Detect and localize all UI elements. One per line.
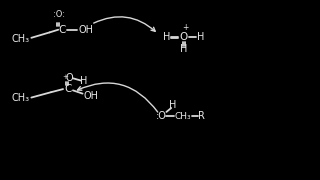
Text: +: + <box>63 73 68 80</box>
FancyArrowPatch shape <box>77 83 158 112</box>
Text: OH: OH <box>84 91 99 101</box>
Text: +: + <box>182 23 189 32</box>
Text: H: H <box>80 76 88 86</box>
FancyArrowPatch shape <box>94 17 155 31</box>
Text: O: O <box>66 73 74 83</box>
Text: H: H <box>163 32 170 42</box>
Text: H: H <box>180 44 187 55</box>
Text: O: O <box>179 32 188 42</box>
Text: CH₃: CH₃ <box>12 34 30 44</box>
Text: H: H <box>197 32 204 42</box>
Text: C: C <box>64 84 72 94</box>
Text: R: R <box>198 111 205 121</box>
Text: OH: OH <box>78 25 93 35</box>
Text: CH₃: CH₃ <box>175 112 191 121</box>
Text: H: H <box>169 100 177 110</box>
Text: C: C <box>59 25 66 35</box>
Text: :O:: :O: <box>53 10 65 19</box>
Text: CH₃: CH₃ <box>12 93 30 103</box>
Text: :O: :O <box>156 111 167 121</box>
